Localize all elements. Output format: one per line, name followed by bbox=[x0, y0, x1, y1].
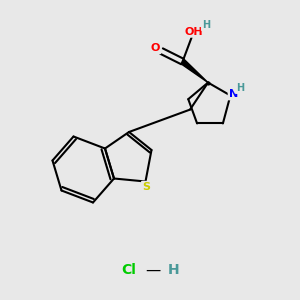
Text: OH: OH bbox=[184, 27, 203, 37]
Text: H: H bbox=[168, 263, 180, 277]
Polygon shape bbox=[181, 59, 208, 83]
Text: —: — bbox=[146, 262, 160, 278]
Text: S: S bbox=[142, 182, 150, 192]
Text: O: O bbox=[151, 43, 160, 53]
Text: H: H bbox=[202, 20, 210, 30]
Text: N: N bbox=[229, 89, 238, 99]
Text: Cl: Cl bbox=[122, 263, 136, 277]
Text: H: H bbox=[236, 83, 244, 93]
